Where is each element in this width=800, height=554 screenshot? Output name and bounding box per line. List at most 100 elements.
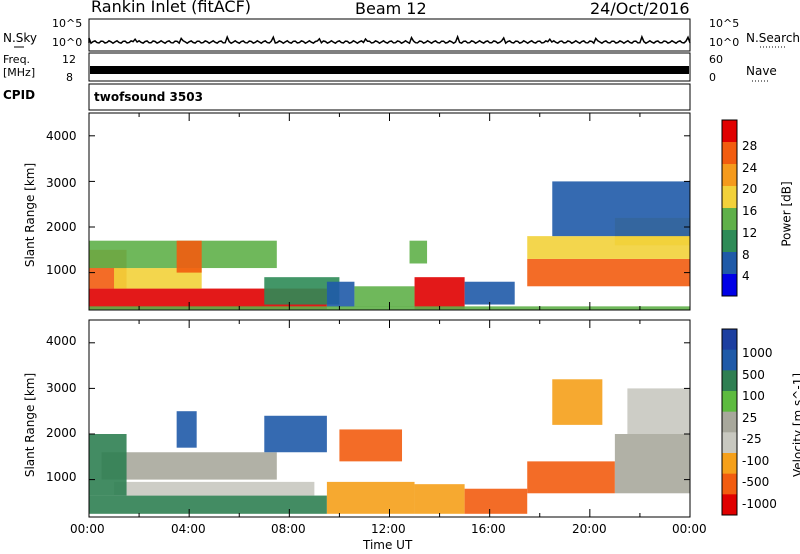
- velocity-ytick: 3000: [46, 381, 77, 395]
- velocity-scatter-region: [614, 434, 690, 494]
- velocity-cbar-tick: -100: [742, 454, 770, 468]
- nsky-trace: [88, 34, 691, 45]
- velocity-scatter-region: [627, 388, 690, 435]
- velocity-scatter-region: [326, 481, 415, 514]
- velocity-colorbar-segment: [722, 329, 737, 351]
- nsky-frame: [88, 18, 691, 52]
- power-colorbar-frame: [721, 119, 738, 297]
- freq-label-line2: [MHz]: [3, 66, 36, 79]
- velocity-scatter-region: [89, 495, 327, 514]
- velocity-cbar-tick: -1000: [742, 497, 777, 511]
- x-tick: 16:00: [471, 522, 506, 536]
- velocity-cbar-tick: -500: [742, 475, 770, 489]
- x-axis-title: Time UT: [363, 538, 413, 552]
- velocity-scatter-region: [101, 452, 277, 480]
- power-ytick: 1000: [46, 263, 77, 277]
- power-colorbar-segment: [722, 186, 737, 209]
- power-scatter-region: [464, 281, 515, 305]
- velocity-scatter-region: [464, 488, 528, 514]
- velocity-cbar-tick: 500: [742, 368, 765, 382]
- power-ylabel: Slant Range [km]: [23, 162, 38, 268]
- nsearch-tick-top: 10^5: [709, 17, 740, 30]
- power-scatter-region: [114, 268, 202, 289]
- velocity-colorbar-segment: [722, 411, 737, 433]
- nsky-tick-bottom: 10^0: [52, 36, 83, 49]
- freq-tick-top: 12: [62, 53, 76, 66]
- power-ytick: 4000: [46, 129, 77, 143]
- velocity-cbar-tick: 100: [742, 389, 765, 403]
- power-cbar-tick: 20: [742, 182, 758, 196]
- freq-trace: [90, 66, 689, 74]
- velocity-cbar-tick: 25: [742, 411, 758, 425]
- power-scatter-region: [354, 286, 415, 307]
- power-cbar-label: Power [dB]: [779, 181, 794, 247]
- velocity-scatter-region: [414, 484, 465, 514]
- power-colorbar-segment: [722, 120, 737, 143]
- nave-tick-bottom: 0: [709, 71, 716, 84]
- velocity-ytick: 1000: [46, 470, 77, 484]
- date-title: 24/Oct/2016: [590, 0, 690, 18]
- power-scatter-region: [176, 240, 202, 273]
- x-tick: 00:00: [672, 522, 707, 536]
- power-scatter-region: [527, 258, 690, 287]
- nave-tick-top: 60: [709, 53, 723, 66]
- power-scatter-region: [264, 277, 340, 305]
- freq-frame: [88, 52, 691, 82]
- velocity-colorbar-segment: [722, 453, 737, 475]
- nsky-label: N.Sky: [3, 31, 38, 45]
- velocity-scatter-region: [527, 461, 615, 494]
- power-scatter-region: [552, 181, 690, 237]
- power-scatter-region: [326, 281, 355, 307]
- power-cbar-tick: 4: [742, 269, 750, 283]
- velocity-colorbar-segment: [722, 432, 737, 454]
- freq-label-line1: Freq.: [3, 53, 31, 66]
- power-colorbar-segment: [722, 208, 737, 231]
- power-cbar-tick: 16: [742, 204, 758, 218]
- x-tick: 04:00: [171, 522, 206, 536]
- power-colorbar-segment: [722, 252, 737, 275]
- beam-title: Beam 12: [355, 0, 427, 18]
- power-ytick: 2000: [46, 220, 77, 234]
- power-colorbar-segment: [722, 164, 737, 187]
- velocity-scatter-region: [339, 429, 403, 462]
- power-colorbar-segment: [722, 142, 737, 165]
- nave-label: Nave: [746, 64, 777, 78]
- x-tick: 12:00: [371, 522, 406, 536]
- freq-tick-bottom: 8: [66, 71, 73, 84]
- power-scatter-region: [414, 277, 465, 310]
- velocity-colorbar-frame: [721, 328, 738, 516]
- velocity-scatter-region: [176, 411, 197, 448]
- x-tick: 08:00: [271, 522, 306, 536]
- power-cbar-tick: 28: [742, 139, 758, 153]
- cpid-mode: twofsound 3503: [94, 90, 203, 104]
- velocity-scatter-region: [114, 481, 315, 496]
- nsearch-label: N.Search: [746, 31, 800, 45]
- velocity-ytick: 4000: [46, 334, 77, 348]
- power-cbar-tick: 24: [742, 161, 758, 175]
- velocity-colorbar-segment: [722, 349, 737, 371]
- velocity-colorbar-segment: [722, 473, 737, 495]
- velocity-cbar-label: Velocity [m s^-1]: [791, 372, 800, 478]
- velocity-colorbar-segment: [722, 391, 737, 413]
- nsearch-tick-bottom: 10^0: [709, 36, 740, 49]
- power-scatter-region: [409, 240, 428, 264]
- velocity-ylabel: Slant Range [km]: [23, 372, 38, 478]
- x-tick: 20:00: [572, 522, 607, 536]
- power-ytick: 3000: [46, 176, 77, 190]
- velocity-colorbar-segment: [722, 370, 737, 392]
- power-colorbar-segment: [722, 230, 737, 253]
- velocity-scatter-region: [264, 415, 327, 453]
- cpid-frame: [88, 83, 691, 111]
- velocity-scatter-region: [89, 434, 127, 496]
- cpid-label: CPID: [3, 88, 36, 102]
- velocity-cbar-tick: 1000: [742, 346, 773, 360]
- velocity-cbar-tick: -25: [742, 432, 762, 446]
- power-cbar-tick: 8: [742, 248, 750, 262]
- nsky-tick-top: 10^5: [52, 17, 83, 30]
- velocity-colorbar-segment: [722, 494, 737, 516]
- station-title: Rankin Inlet (fitACF): [91, 0, 252, 16]
- velocity-scatter-region: [552, 379, 603, 425]
- power-colorbar-segment: [722, 274, 737, 297]
- velocity-ytick: 2000: [46, 426, 77, 440]
- x-tick: 00:00: [70, 522, 105, 536]
